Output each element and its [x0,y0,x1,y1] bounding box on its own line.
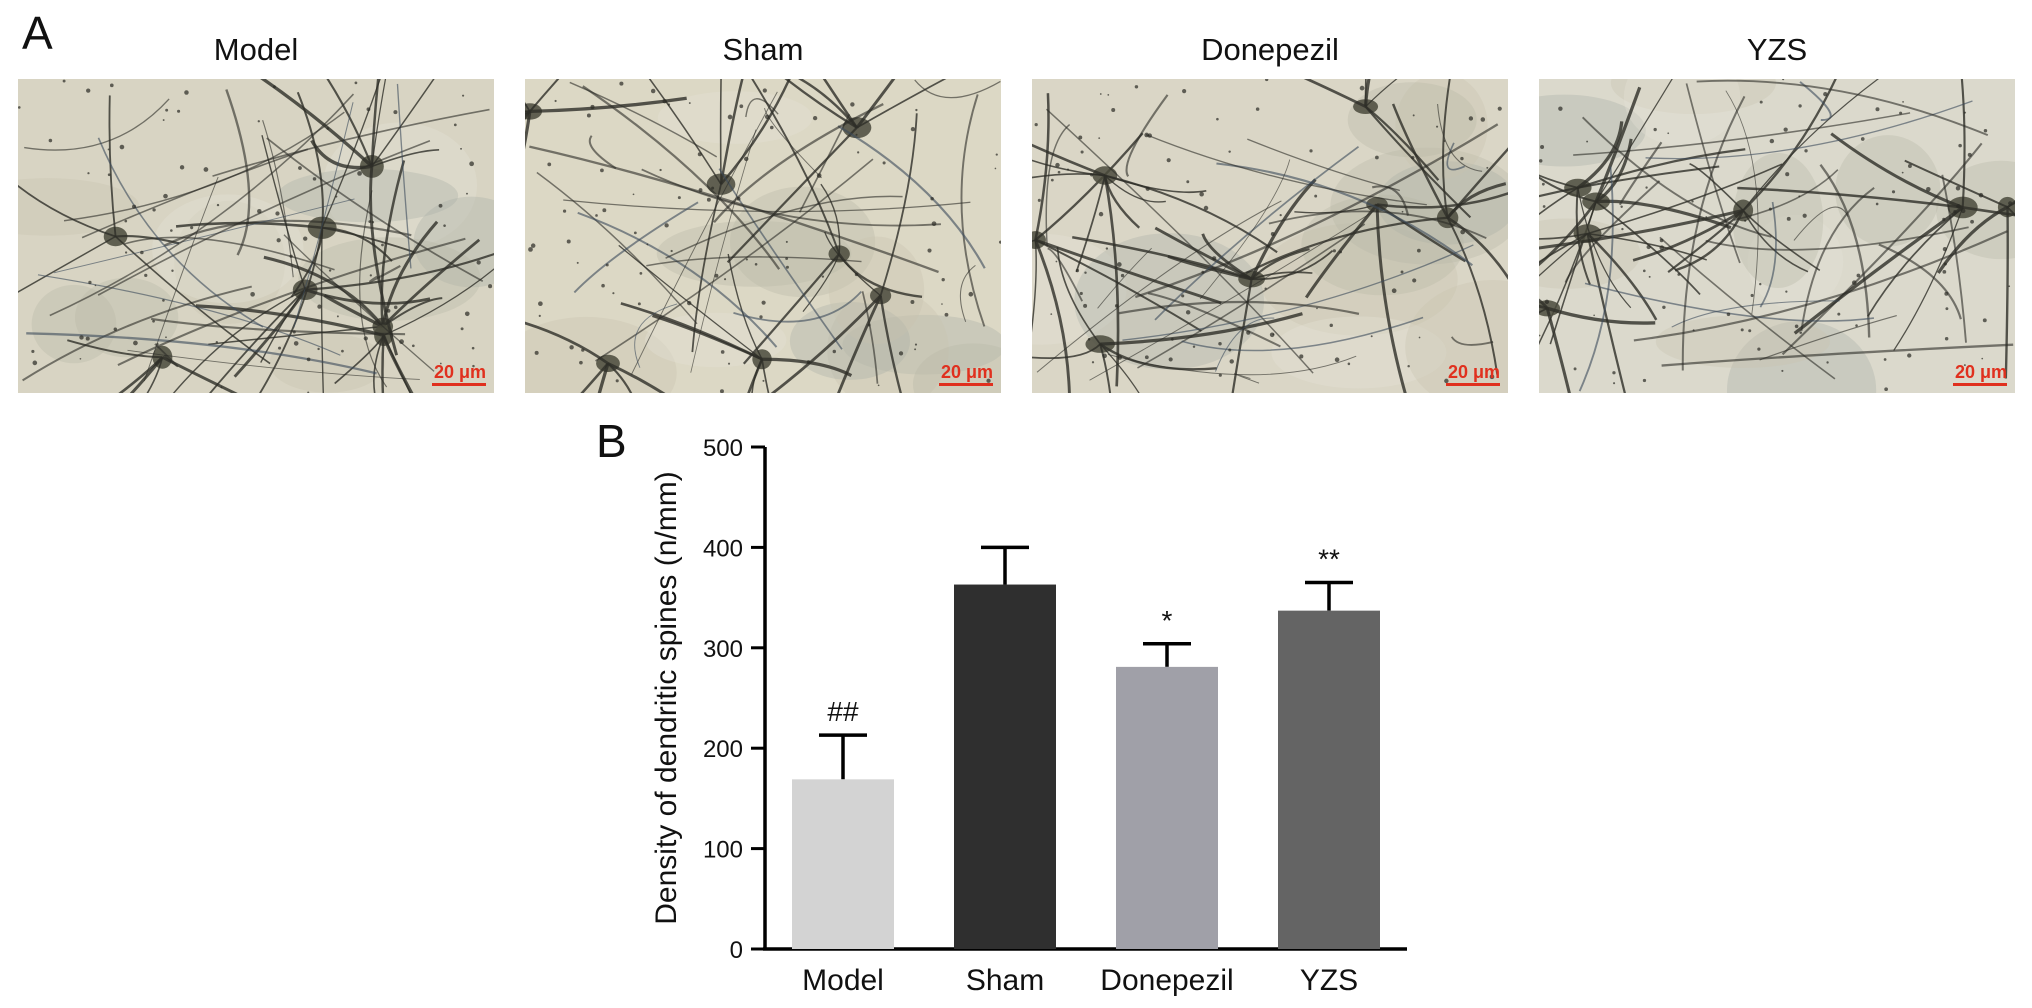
x-tick-label: YZS [1300,964,1358,997]
bar-model [792,779,894,949]
scale-bar [939,383,993,386]
scale-bar [1953,383,2007,386]
x-tick-label: Donepezil [1100,964,1233,997]
y-tick-label: 500 [703,435,743,462]
bar-sham [954,584,1056,949]
panel-a-letter: A [22,7,53,59]
micrograph-title-yzs: YZS [1746,32,1808,67]
scale-bar [432,383,486,386]
x-tick-label: Sham [966,964,1044,997]
y-tick-label: 400 [703,535,743,562]
micrograph-yzs: 20 μm [1539,79,2015,393]
micrograph-model: 20 μm [18,79,494,393]
y-axis-label: Density of dendritic spines (n/mm) [650,471,683,925]
micrograph-image [1539,79,2015,393]
scale-bar-label: 20 μm [940,362,993,382]
micrograph-title-model: Model [213,32,299,67]
y-tick-label: 100 [703,837,743,864]
x-tick-label: Model [802,964,884,997]
panel-b-letter: B [596,415,627,467]
significance-label: ** [1318,544,1340,575]
bar-yzs [1278,610,1380,949]
bar-donepezil [1116,666,1218,949]
significance-label: * [1162,605,1173,636]
micrograph-title-sham: Sham [722,32,804,67]
micrograph-donepezil: 20 μm [1032,79,1508,393]
y-tick-label: 300 [703,636,743,663]
scale-bar [1446,383,1500,386]
micrograph-image [525,79,1001,393]
micrograph-sham: 20 μm [525,79,1001,393]
y-tick-label: 0 [730,937,743,964]
significance-label: ## [827,696,859,727]
y-tick-label: 200 [703,736,743,763]
micrograph-title-donepezil: Donepezil [1201,32,1339,67]
micrograph-image [1032,79,1508,393]
micrograph-image [18,79,494,393]
scale-bar-label: 20 μm [433,362,486,382]
scale-bar-label: 20 μm [1447,362,1500,382]
scale-bar-label: 20 μm [1954,362,2007,382]
